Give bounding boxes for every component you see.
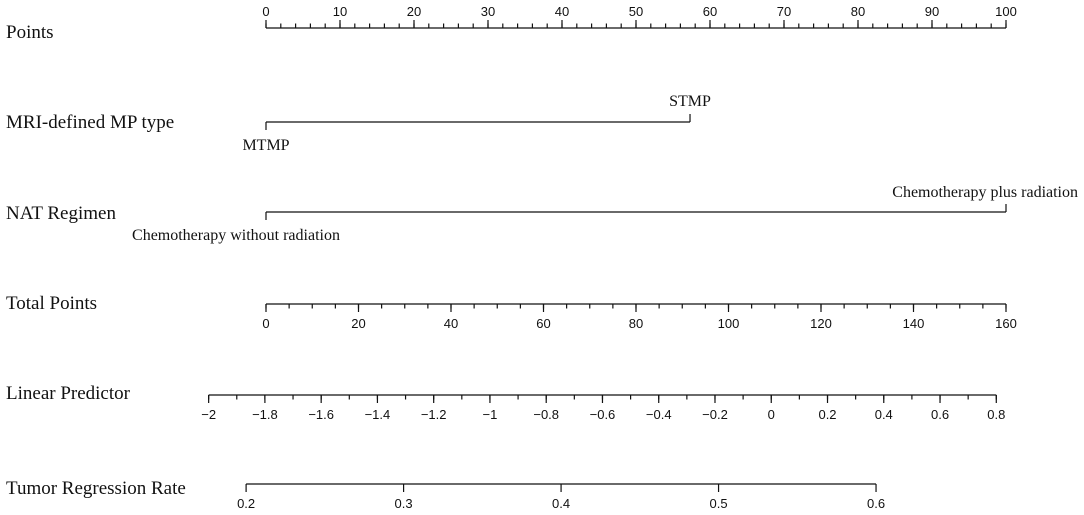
nomogram-axes: 0 10 20 30 40 50 60 70 80 90 100 0 20 40 60 80 100 120 140… [201,4,1017,511]
total_points-tick-label: 20 [351,316,365,331]
linear_predictor-tick-label: −0.6 [590,407,616,422]
linear_predictor-tick-label: −1.2 [421,407,447,422]
points-tick-label: 0 [262,4,269,19]
row-label-linear-predictor: Linear Predictor [6,383,131,404]
regression_rate-tick-label: 0.6 [867,496,885,511]
category-label-mtmp: MTMP [242,137,289,154]
points-tick-label: 30 [481,4,495,19]
linear_predictor-tick-label: −0.8 [533,407,559,422]
row-label-mp-type: MRI-defined MP type [6,112,174,133]
points-tick-label: 100 [995,4,1017,19]
row-label-regression-rate: Tumor Regression Rate [6,478,186,499]
total_points-tick-label: 120 [810,316,832,331]
total_points-tick-label: 100 [718,316,740,331]
category-label-chemo-without-radiation: Chemotherapy without radiation [132,227,340,244]
linear_predictor-tick-label: −1 [483,407,498,422]
points-tick-label: 50 [629,4,643,19]
row-label-points: Points [6,22,54,43]
row-label-total-points: Total Points [6,293,97,314]
total_points-tick-label: 140 [903,316,925,331]
points-tick-label: 10 [333,4,347,19]
points-tick-label: 60 [703,4,717,19]
linear_predictor-tick-label: −1.6 [308,407,334,422]
linear_predictor-tick-label: 0 [768,407,775,422]
regression_rate-tick-label: 0.4 [552,496,570,511]
category-label-chemo-plus-radiation: Chemotherapy plus radiation [892,184,1078,201]
linear_predictor-tick-label: −0.4 [646,407,672,422]
points-tick-label: 20 [407,4,421,19]
linear_predictor-tick-label: −0.2 [702,407,728,422]
points-tick-label: 40 [555,4,569,19]
row-label-nat-regimen: NAT Regimen [6,203,116,224]
category-label-stmp: STMP [669,93,711,110]
total_points-tick-label: 60 [536,316,550,331]
regression_rate-tick-label: 0.2 [237,496,255,511]
linear_predictor-tick-label: −1.4 [365,407,391,422]
linear_predictor-tick-label: 0.8 [987,407,1005,422]
linear_predictor-tick-label: 0.2 [818,407,836,422]
points-tick-label: 80 [851,4,865,19]
total_points-tick-label: 80 [629,316,643,331]
linear_predictor-tick-label: 0.6 [931,407,949,422]
linear_predictor-tick-label: −1.8 [252,407,278,422]
total_points-tick-label: 40 [444,316,458,331]
regression_rate-tick-label: 0.3 [395,496,413,511]
regression_rate-tick-label: 0.5 [710,496,728,511]
linear_predictor-tick-label: −2 [201,407,216,422]
total_points-tick-label: 0 [262,316,269,331]
points-tick-label: 90 [925,4,939,19]
total_points-tick-label: 160 [995,316,1017,331]
points-tick-label: 70 [777,4,791,19]
linear_predictor-tick-label: 0.4 [875,407,893,422]
